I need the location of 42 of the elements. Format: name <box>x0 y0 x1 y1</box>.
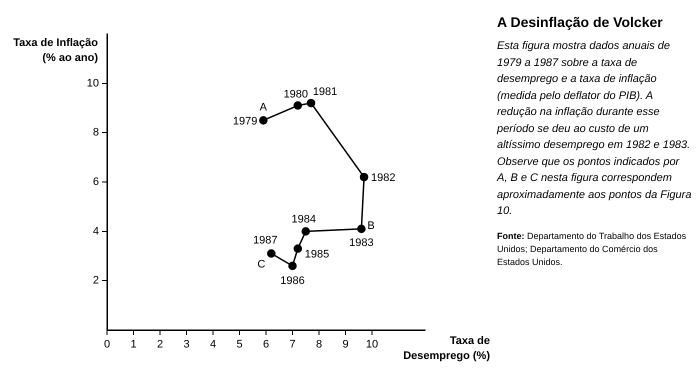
x-tick-label: 3 <box>183 338 190 351</box>
annotation: C <box>257 258 266 271</box>
y-tick-label: 8 <box>92 126 99 139</box>
annotation: 1986 <box>280 274 305 287</box>
x-tick-label: 1 <box>130 338 137 351</box>
x-tick-label: 2 <box>156 338 164 351</box>
x-tick-label: 9 <box>342 338 349 351</box>
point <box>267 249 276 258</box>
annotation: B <box>367 220 375 232</box>
annotation: 1984 <box>292 213 316 226</box>
point <box>288 262 297 270</box>
x-tick-label: 0 <box>104 338 110 351</box>
y-tick-label: 10 <box>86 77 99 90</box>
annotation: 1980 <box>284 88 308 101</box>
x-tick-label: 7 <box>289 338 296 351</box>
x-tick-label: 10 <box>366 338 378 351</box>
point <box>357 224 366 234</box>
point <box>294 244 302 253</box>
annotation: 1982 <box>371 172 396 184</box>
annotation: 1983 <box>349 236 374 249</box>
annotation: 1985 <box>304 248 330 261</box>
y-tick-label: 6 <box>92 176 99 188</box>
annotation: A <box>260 101 268 114</box>
point <box>360 172 368 182</box>
x-axis-title: Taxa de Desemprego (%) <box>402 334 490 364</box>
text: Esta figura mostra dados anuais de 1979 a 1987 sobre a taxa de desemprego e a taxa de inflação (medida pelo deflator do PIB). A redução na inflação durante esse período se deu ao custo de um altíssimo desemprego em 1982 e 1983. Observe que os pontos indicados por A, B e C nesta figura correspondem aproximadamente aos pontos da Figura 10. <box>497 40 692 217</box>
x-tick-label: 5 <box>236 338 243 351</box>
x-tick-label: 6 <box>262 338 270 351</box>
text: A Desinflação de Volcker <box>497 14 664 30</box>
y-tick-label: 2 <box>92 274 99 287</box>
point <box>294 101 302 110</box>
annotation: 1987 <box>253 234 278 247</box>
y-tick-label: 4 <box>92 225 99 238</box>
annotation: 1981 <box>312 86 338 98</box>
y-axis-title: Taxa de Inflação (% ao ano) <box>12 36 98 66</box>
x-tick-label: 4 <box>210 338 216 351</box>
x-tick-label: 8 <box>316 338 322 351</box>
annotation: 1979 <box>232 115 258 128</box>
source-note: Fonte: Departamento do Trabalho dos Estados Unidos; Departamento do Comércio dos Estados Unidos. <box>497 230 688 268</box>
point <box>306 98 316 108</box>
point <box>302 227 310 236</box>
point <box>259 116 268 125</box>
